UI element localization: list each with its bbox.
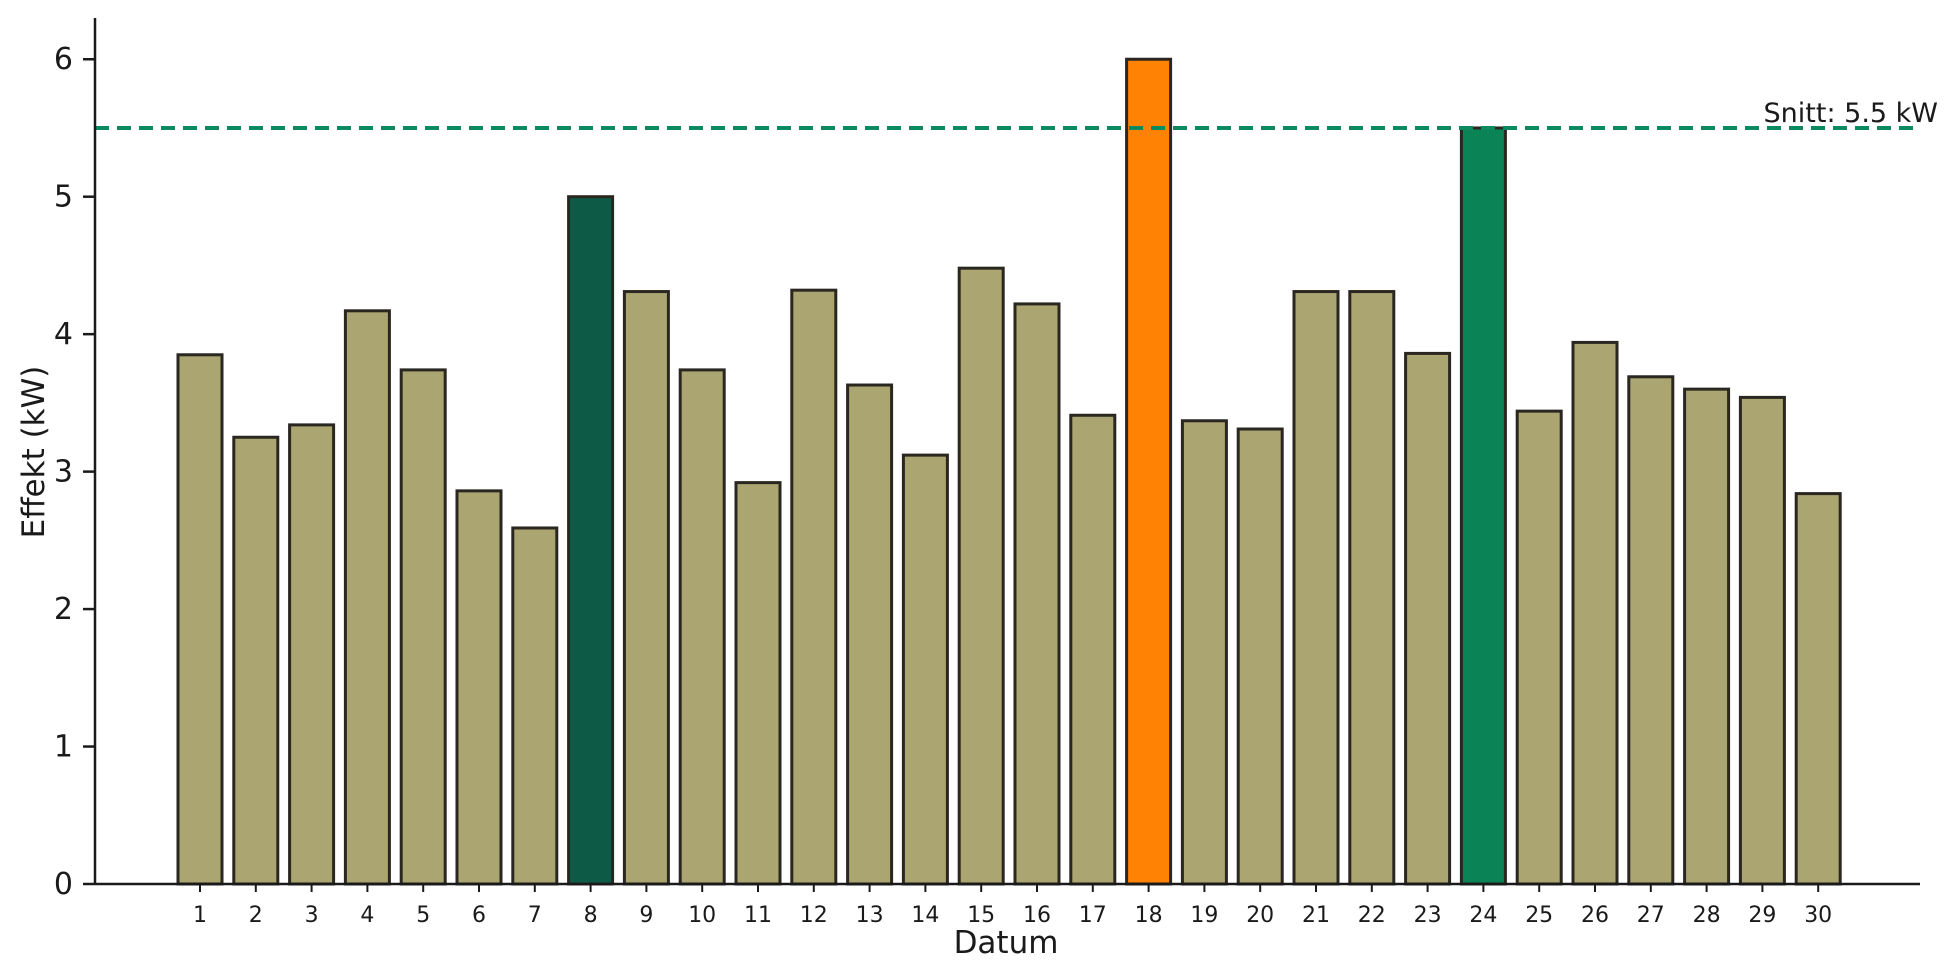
bar-6 [455,489,503,886]
y-tick-label: 5 [54,180,73,215]
x-tick-label: 19 [1190,903,1218,928]
x-tick-label: 30 [1804,903,1832,928]
reference-line-label: Snitt: 5.5 kW [1764,98,1938,129]
x-tick-label: 2 [249,903,263,928]
bar-22 [1348,290,1396,886]
axes-layer [93,18,1920,886]
x-tick-label: 7 [528,903,542,928]
x-tick-label: 3 [305,903,319,928]
bar-30 [1794,492,1842,886]
x-tick-label: 17 [1079,903,1107,928]
y-tick-label: 2 [54,592,73,627]
bar-13 [846,383,894,886]
bar-28 [1683,387,1731,886]
bar-7 [511,526,559,886]
y-tick-label: 1 [54,730,73,765]
x-tick-label: 9 [639,903,653,928]
x-tick-label: 10 [688,903,716,928]
x-tick-label: 18 [1135,903,1163,928]
x-tick-label: 14 [911,903,939,928]
x-tick-label: 29 [1748,903,1776,928]
x-tick-label: 25 [1525,903,1553,928]
x-tick-label: 27 [1637,903,1665,928]
bars-layer [176,57,1842,886]
bar-23 [1404,351,1452,886]
bar-17 [1069,413,1117,886]
x-tick-label: 12 [800,903,828,928]
x-tick-label: 24 [1469,903,1497,928]
x-tick-label: 6 [472,903,486,928]
x-tick-label: 22 [1358,903,1386,928]
x-tick-label: 4 [360,903,374,928]
bar-12 [790,288,838,886]
x-tick-label: 8 [584,903,598,928]
x-tick-label: 20 [1246,903,1274,928]
bar-8 [567,195,615,886]
bar-1 [176,353,224,886]
bar-11 [734,481,782,886]
y-tick-label: 4 [54,317,73,352]
x-tick-label: 21 [1302,903,1330,928]
bar-19 [1180,419,1228,886]
x-tick-label: 26 [1581,903,1609,928]
y-tick-label: 6 [54,42,73,77]
x-axis-label: Datum [954,925,1059,961]
x-tick-label: 5 [416,903,430,928]
x-tick-label: 23 [1414,903,1442,928]
bar-18 [1125,57,1173,886]
y-tick-label: 3 [54,455,73,490]
x-tick-label: 28 [1693,903,1721,928]
bar-9 [622,290,670,886]
bar-25 [1515,409,1563,886]
bar-29 [1738,395,1786,886]
bar-3 [288,423,336,886]
bar-5 [399,368,447,886]
bar-4 [343,309,391,886]
bar-27 [1627,375,1675,886]
bar-26 [1571,340,1619,886]
x-tick-label: 16 [1023,903,1051,928]
bar-10 [678,368,726,886]
x-tick-label: 11 [744,903,772,928]
bar-20 [1236,427,1284,886]
bar-14 [901,453,949,886]
y-axis-label: Effekt (kW) [16,366,52,539]
x-tick-label: 13 [856,903,884,928]
bar-24 [1459,126,1507,886]
bar-2 [232,435,280,886]
bar-21 [1292,290,1340,886]
bar-15 [957,266,1005,886]
x-tick-label: 15 [967,903,995,928]
y-tick-label: 0 [54,867,73,902]
x-tick-label: 1 [193,903,207,928]
bar-16 [1013,302,1061,886]
